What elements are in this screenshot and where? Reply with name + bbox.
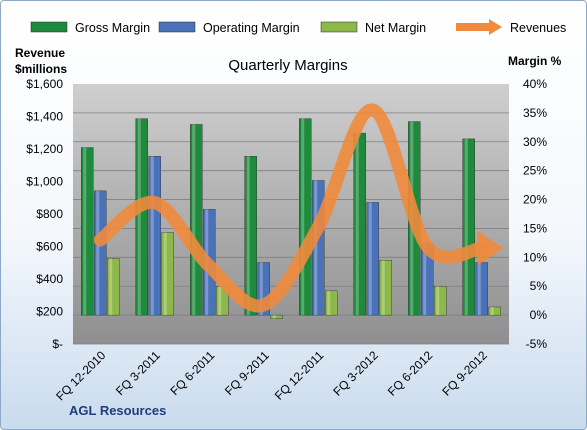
x-tick-label: FQ 12-2011 <box>272 348 327 403</box>
revenue-line <box>93 103 489 313</box>
bar-net-margin <box>379 260 392 316</box>
right-tick-label: 35% <box>523 106 547 120</box>
bar-highlight <box>301 118 305 316</box>
bar-operating-margin <box>148 156 161 316</box>
bar-highlight <box>218 286 222 316</box>
left-axis-title-line1: Revenue <box>15 46 65 60</box>
left-tick-label: $1,000 <box>26 175 63 189</box>
bar-highlight <box>436 286 440 316</box>
bar-highlight <box>314 180 318 316</box>
right-tick-label: 5% <box>530 279 548 293</box>
legend-label: Operating Margin <box>203 21 300 35</box>
bar-gross-margin <box>190 124 203 316</box>
bar-highlight <box>381 260 385 316</box>
bar-gross-margin <box>299 118 312 316</box>
chart-title: Quarterly Margins <box>228 57 347 74</box>
left-tick-label: $1,400 <box>26 110 63 124</box>
bar-highlight <box>192 124 196 316</box>
bar-operating-margin <box>475 262 488 316</box>
bar-net-margin <box>325 290 338 316</box>
bar-highlight <box>423 244 427 316</box>
right-tick-label: 30% <box>523 135 547 149</box>
bar-gross-margin <box>81 147 94 316</box>
legend-swatch <box>158 21 196 33</box>
left-tick-label: $- <box>52 337 63 351</box>
bar-highlight <box>109 258 113 316</box>
left-tick-label: $1,200 <box>26 142 63 156</box>
legend-swatch <box>30 21 68 33</box>
bar-highlight <box>477 262 481 316</box>
x-tick-label: FQ 9-2012 <box>439 348 490 399</box>
left-tick-label: $400 <box>36 272 63 286</box>
legend-arrow <box>489 19 502 35</box>
bar-highlight <box>490 307 494 316</box>
bar-net-margin <box>270 314 283 319</box>
bar-highlight <box>259 262 263 316</box>
x-tick-label: FQ 3-2011 <box>113 348 163 398</box>
right-tick-label: 0% <box>530 308 548 322</box>
left-tick-label: $600 <box>36 240 63 254</box>
bar-highlight <box>355 133 359 316</box>
bar-highlight <box>464 138 468 316</box>
x-tick-label: FQ 9-2011 <box>222 348 272 398</box>
bar-highlight <box>327 290 331 316</box>
bar-gross-margin <box>462 138 475 316</box>
company-name: AGL Resources <box>69 403 166 418</box>
legend-label: Net Margin <box>365 21 426 35</box>
left-axis-title-line2: $millions <box>15 62 67 76</box>
right-tick-label: -5% <box>526 337 548 351</box>
x-tick-label: FQ 12-2010 <box>53 348 108 403</box>
bar-highlight <box>137 118 141 316</box>
right-tick-label: 25% <box>523 164 547 178</box>
right-tick-label: 10% <box>523 250 547 264</box>
x-tick-label: FQ 6-2012 <box>385 348 436 399</box>
bar-net-margin <box>161 232 174 316</box>
bar-highlight <box>163 232 167 316</box>
x-tick-label: FQ 3-2012 <box>330 348 381 399</box>
right-axis-title: Margin % <box>508 54 562 68</box>
bar-highlight <box>368 202 372 316</box>
bar-net-margin <box>434 286 447 316</box>
left-tick-label: $1,600 <box>26 77 63 91</box>
x-tick-label: FQ 6-2011 <box>168 348 218 398</box>
bar-highlight <box>246 156 250 316</box>
right-tick-label: 40% <box>523 77 547 91</box>
bar-operating-margin <box>366 202 379 316</box>
right-tick-label: 15% <box>523 221 547 235</box>
legend-swatch <box>320 21 358 33</box>
right-tick-label: 20% <box>523 193 547 207</box>
bar-operating-margin <box>94 190 107 316</box>
left-tick-label: $200 <box>36 305 63 319</box>
bar-gross-margin <box>244 156 257 316</box>
legend-label: Gross Margin <box>75 21 150 35</box>
bar-highlight <box>83 147 87 316</box>
left-tick-label: $800 <box>36 207 63 221</box>
bar-net-margin <box>107 258 120 316</box>
bar-highlight <box>96 190 100 316</box>
legend-label: Revenues <box>510 21 566 35</box>
bar-net-margin <box>488 306 501 316</box>
bar-gross-margin <box>353 132 366 316</box>
bar-gross-margin <box>135 118 148 316</box>
revenue-arrowhead <box>477 231 504 266</box>
bar-highlight <box>272 315 276 319</box>
bar-highlight <box>150 156 154 316</box>
